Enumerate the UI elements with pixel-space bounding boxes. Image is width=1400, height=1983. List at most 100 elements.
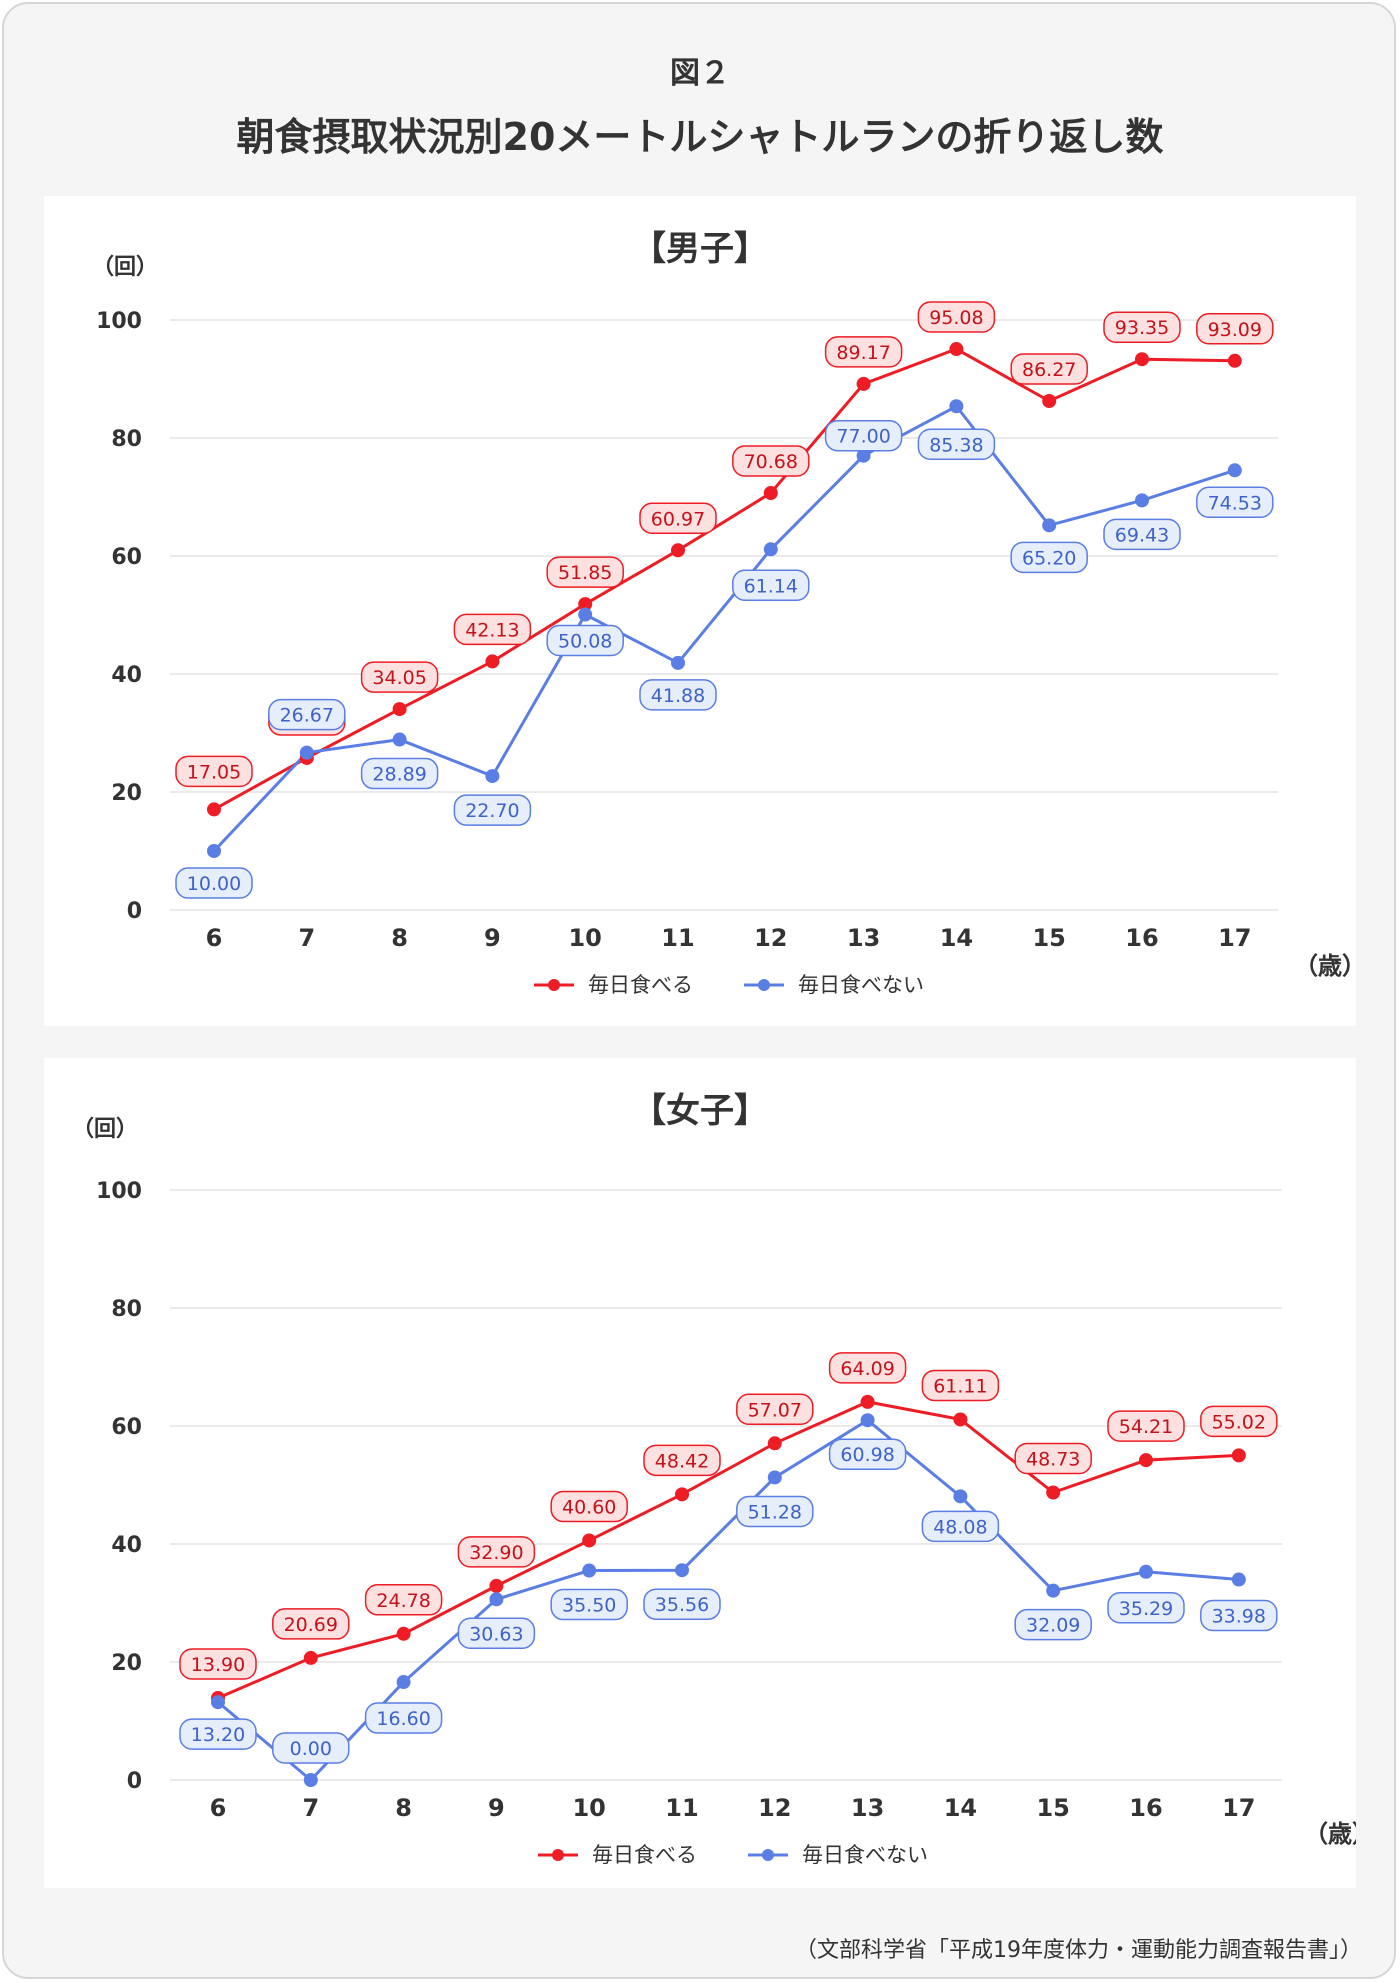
data-label-text: 35.50 xyxy=(562,1595,616,1617)
y-tick-label: 80 xyxy=(111,1297,142,1322)
legend-label-1: 毎日食べる xyxy=(588,973,693,997)
legend: 毎日食べる 毎日食べない xyxy=(534,973,924,997)
data-label-box xyxy=(360,757,439,790)
data-point-series-1 xyxy=(1135,352,1149,367)
y-tick-label: 20 xyxy=(111,1651,142,1676)
chart-girls-svg: 【女子】 （回） 0 20 40 60 80 100 6 7 8 9 10 11 12 13 14 15 16 17 （… xyxy=(72,1091,1356,1867)
x-tick-label: 8 xyxy=(391,924,408,952)
data-label-series-1: 40.60 xyxy=(550,1490,628,1523)
data-point-series-2 xyxy=(1135,493,1149,508)
data-point-series-1 xyxy=(207,802,221,817)
chart-panel-girls: 【女子】 （回） 0 20 40 60 80 100 6 7 8 9 10 11 12 13 14 15 16 17 （… xyxy=(44,1058,1356,1888)
x-axis-unit-label: （歳） xyxy=(1304,1820,1356,1848)
data-point-series-2 xyxy=(489,1592,504,1607)
data-label-text: 64.09 xyxy=(840,1358,894,1380)
data-label-text: 35.56 xyxy=(655,1594,709,1616)
data-label-box xyxy=(179,1648,257,1680)
legend-marker-1 xyxy=(552,1849,564,1861)
data-label-series-1: 57.07 xyxy=(736,1393,814,1426)
data-label-text: 60.97 xyxy=(651,508,705,530)
data-label-box xyxy=(1014,1608,1092,1641)
data-label-box xyxy=(179,1718,257,1750)
x-tick-label: 10 xyxy=(572,1794,605,1822)
data-label-text: 50.08 xyxy=(558,631,612,653)
data-label-box xyxy=(364,1584,443,1616)
data-label-text: 51.28 xyxy=(748,1501,802,1523)
data-label-series-2: 61.14 xyxy=(732,569,810,602)
data-label-text: 61.11 xyxy=(933,1375,987,1397)
data-label-text: 55.02 xyxy=(1212,1411,1266,1433)
x-tick-label: 14 xyxy=(944,1794,977,1822)
legend-marker-1 xyxy=(548,979,560,991)
legend-label-2: 毎日食べない xyxy=(802,1843,928,1867)
x-tick-label: 16 xyxy=(1125,924,1158,952)
data-label-box xyxy=(268,698,346,731)
x-tick-label: 13 xyxy=(847,924,880,952)
data-label-text: 93.35 xyxy=(1115,317,1169,339)
x-tick-label: 14 xyxy=(940,924,973,952)
data-point-series-1 xyxy=(1042,394,1057,409)
data-point-series-1 xyxy=(485,654,500,669)
x-tick-label: 11 xyxy=(665,1794,698,1822)
data-label-box xyxy=(175,755,253,788)
data-label-text: 33.98 xyxy=(1212,1606,1266,1628)
data-point-series-2 xyxy=(953,1489,968,1504)
data-label-text: 57.07 xyxy=(748,1399,802,1421)
data-label-box xyxy=(360,661,439,693)
data-label-text: 34.05 xyxy=(372,667,426,689)
data-point-series-1 xyxy=(856,376,871,391)
data-label-box xyxy=(1196,313,1274,345)
x-tick-label: 8 xyxy=(395,1794,412,1822)
data-label-text: 17.05 xyxy=(187,761,241,783)
data-point-series-2 xyxy=(856,448,871,463)
data-label-series-2: 10.00 xyxy=(175,867,253,899)
data-label-series-1: 55.02 xyxy=(1200,1405,1278,1438)
data-point-series-1 xyxy=(392,702,407,717)
data-label-text: 85.38 xyxy=(929,434,983,456)
figure-label: 図２ xyxy=(670,56,730,91)
data-label-text: 95.08 xyxy=(929,307,983,329)
data-label-text: 30.63 xyxy=(469,1623,523,1645)
data-point-series-1 xyxy=(949,342,964,357)
data-label-text: 10.00 xyxy=(187,873,241,895)
data-label-series-1: 48.73 xyxy=(1014,1442,1092,1475)
data-label-series-2: 51.28 xyxy=(736,1495,814,1528)
y-tick-label: 100 xyxy=(96,309,142,334)
data-label-series-2: 74.53 xyxy=(1196,486,1274,519)
data-label-series-1: 61.11 xyxy=(921,1369,1000,1402)
data-label-series-1: 34.05 xyxy=(360,661,439,693)
data-point-series-2 xyxy=(860,1413,875,1428)
x-tick-label: 10 xyxy=(568,924,601,952)
data-label-series-1: 64.09 xyxy=(828,1352,907,1384)
data-label-box xyxy=(639,502,717,535)
data-label-box xyxy=(643,1588,721,1620)
legend-marker-2 xyxy=(762,1849,774,1861)
data-label-box xyxy=(921,1510,1000,1543)
x-tick-label: 7 xyxy=(302,1794,319,1822)
data-label-text: 89.17 xyxy=(836,342,890,364)
data-label-box xyxy=(175,867,253,899)
y-tick-label: 60 xyxy=(111,545,142,570)
data-label-box xyxy=(732,445,810,477)
legend: 毎日食べる 毎日食べない xyxy=(538,1843,928,1867)
data-label-box xyxy=(732,569,810,602)
data-point-series-2 xyxy=(299,745,314,760)
data-point-series-1 xyxy=(1139,1453,1153,1468)
data-point-series-1 xyxy=(578,597,593,612)
data-label-box xyxy=(921,1369,1000,1402)
data-label-box xyxy=(453,794,532,826)
data-point-series-2 xyxy=(303,1773,318,1787)
data-label-series-1: 51.85 xyxy=(546,556,624,588)
data-label-box xyxy=(1196,486,1274,519)
data-label-box xyxy=(1107,1592,1185,1624)
data-label-series-2: 32.09 xyxy=(1014,1608,1092,1641)
data-point-series-2 xyxy=(949,399,964,414)
data-label-series-2: 35.50 xyxy=(550,1588,628,1621)
legend-label-1: 毎日食べる xyxy=(592,1843,697,1867)
data-point-series-1 xyxy=(396,1626,411,1641)
y-tick-label: 0 xyxy=(127,1769,142,1794)
y-axis-unit-label: （回） xyxy=(72,1117,138,1142)
series-line-2 xyxy=(212,404,1236,853)
data-label-text: 13.90 xyxy=(191,1654,245,1676)
data-label-text: 28.89 xyxy=(372,764,426,786)
